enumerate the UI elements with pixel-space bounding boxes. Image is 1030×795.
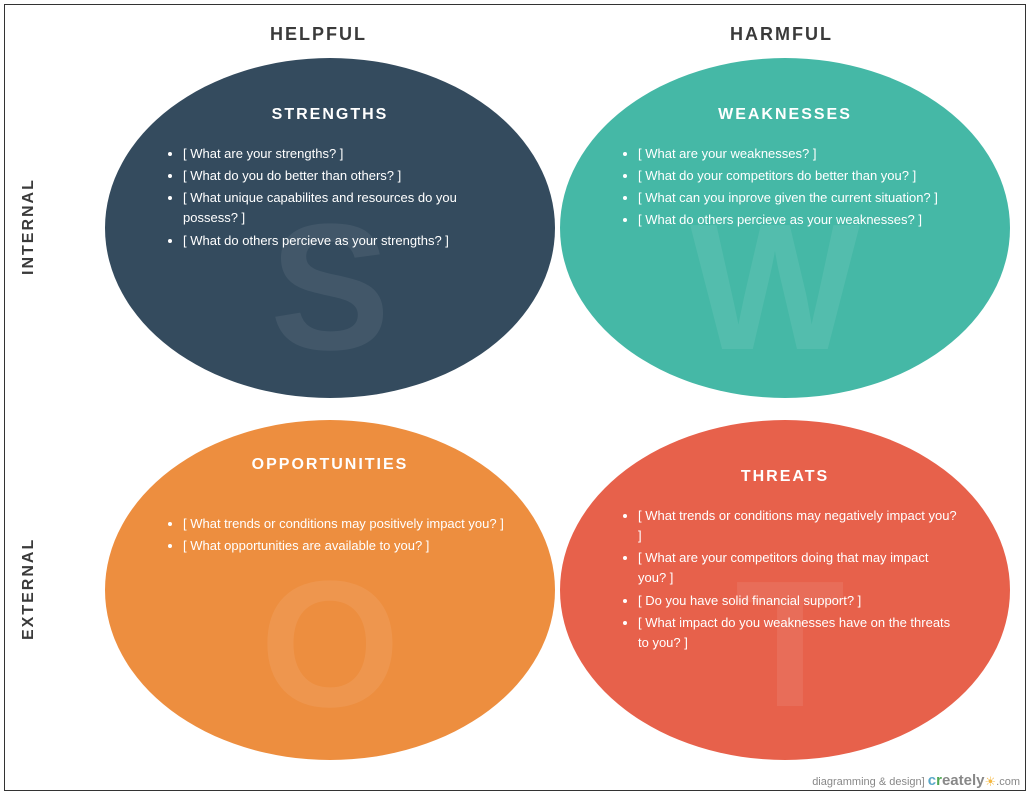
bullet-list-opportunities: [ What trends or conditions may positive… [165, 514, 505, 558]
bullet-item: [ What trends or conditions may negative… [638, 506, 960, 546]
row-label-external: EXTERNAL [20, 538, 38, 640]
watermark-o: O [260, 555, 400, 735]
bullet-item: [ What opportunities are available to yo… [183, 536, 505, 556]
bullet-item: [ What do you do better than others? ] [183, 166, 505, 186]
quadrant-opportunities: O OPPORTUNITIES [ What trends or conditi… [105, 420, 555, 760]
quadrant-title-weaknesses: WEAKNESSES [560, 106, 1010, 124]
quadrant-title-threats: THREATS [560, 468, 1010, 486]
column-header-helpful: HELPFUL [270, 24, 367, 45]
row-label-internal: INTERNAL [20, 178, 38, 275]
bullet-item: [ What impact do you weaknesses have on … [638, 613, 960, 653]
sun-icon: ☀ [985, 774, 997, 789]
bullet-item: [ What unique capabilites and resources … [183, 188, 505, 228]
brand-rest: eately [942, 772, 985, 789]
bullet-item: [ What can you inprove given the current… [638, 188, 960, 208]
quadrant-threats: T THREATS [ What trends or conditions ma… [560, 420, 1010, 760]
quadrant-strengths: S STRENGTHS [ What are your strengths? ]… [105, 58, 555, 398]
bullet-item: [ Do you have solid financial support? ] [638, 591, 960, 611]
column-header-harmful: HARMFUL [730, 24, 833, 45]
brand-letter-c: c [928, 772, 936, 789]
footer-domain: .com [996, 776, 1020, 788]
footer-tagline: diagramming & design] [812, 776, 925, 788]
quadrant-weaknesses: W WEAKNESSES [ What are your weaknesses?… [560, 58, 1010, 398]
bullet-list-weaknesses: [ What are your weaknesses? ][ What do y… [620, 144, 960, 233]
footer-branding: diagramming & design] creately☀.com [812, 772, 1020, 789]
quadrant-title-opportunities: OPPORTUNITIES [105, 456, 555, 474]
bullet-item: [ What do others percieve as your streng… [183, 231, 505, 251]
bullet-item: [ What are your competitors doing that m… [638, 548, 960, 588]
bullet-list-strengths: [ What are your strengths? ][ What do yo… [165, 144, 505, 253]
bullet-item: [ What are your strengths? ] [183, 144, 505, 164]
quadrant-title-strengths: STRENGTHS [105, 106, 555, 124]
bullet-list-threats: [ What trends or conditions may negative… [620, 506, 960, 655]
bullet-item: [ What trends or conditions may positive… [183, 514, 505, 534]
bullet-item: [ What are your weaknesses? ] [638, 144, 960, 164]
bullet-item: [ What do others percieve as your weakne… [638, 210, 960, 230]
bullet-item: [ What do your competitors do better tha… [638, 166, 960, 186]
